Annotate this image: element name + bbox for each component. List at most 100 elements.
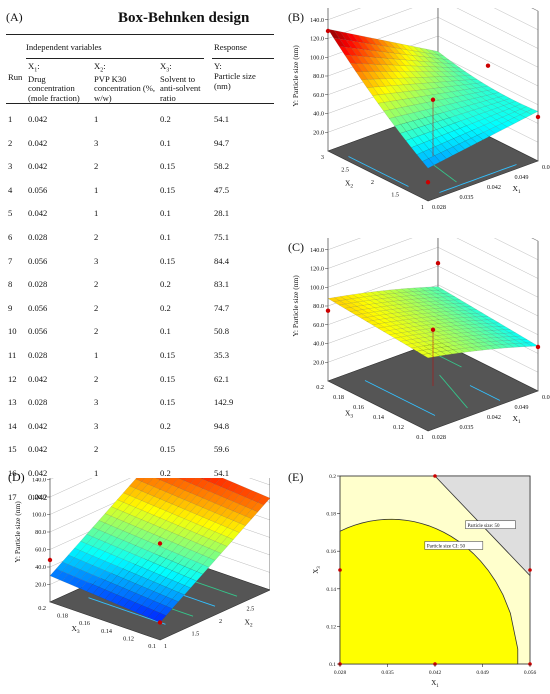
cell-x3: 0.15 <box>160 350 176 360</box>
surface-facet <box>449 102 463 110</box>
u-tick-label: 0.1 <box>416 434 424 441</box>
surface-facet <box>80 543 94 554</box>
design-point <box>425 180 431 185</box>
z-tick-label: 120.0 <box>32 494 46 501</box>
cell-x2: 1 <box>94 114 99 124</box>
cell-x3: 0.2 <box>160 279 171 290</box>
surface-facet <box>439 311 453 316</box>
u-tick-label: 0.14 <box>101 628 112 635</box>
surface-facet <box>409 77 423 85</box>
surface-facet <box>80 572 94 583</box>
surface-facet <box>434 304 448 309</box>
cell-x2: 1 <box>94 468 99 478</box>
z-tick-label: 20.0 <box>35 582 46 589</box>
design-point <box>433 474 437 478</box>
surface-facet <box>374 57 388 66</box>
surface-facet <box>471 135 484 144</box>
v-tick-label: 2 <box>219 618 222 625</box>
surface-facet <box>399 131 413 141</box>
surface-facet <box>98 532 112 543</box>
cell-y: 54.1 <box>214 468 230 478</box>
label-particle-size-ci-box <box>424 541 484 550</box>
u-tick-label: 0.2 <box>38 605 46 612</box>
cell-x2: 1 <box>94 350 99 360</box>
cell-run: 11 <box>8 350 17 360</box>
z-tick-label: 80.0 <box>313 73 324 80</box>
surface-facet <box>507 343 521 348</box>
surface-facet <box>345 294 359 299</box>
surface-facet <box>480 90 494 96</box>
surface-facet <box>110 575 124 586</box>
u-tick-label: 3 <box>321 154 324 161</box>
surface-facet <box>362 308 375 314</box>
z-tick-label: 20.0 <box>313 129 324 136</box>
x-tick-label: 0.035 <box>381 670 394 676</box>
cell-run: 3 <box>8 161 13 172</box>
cell-x3: 0.15 <box>160 444 176 455</box>
cell-y: 142.9 <box>214 397 234 408</box>
u-tick-label: 0.1 <box>148 643 156 650</box>
surface-facet <box>464 75 478 80</box>
cell-y: 28.1 <box>214 208 230 219</box>
cell-x2: 2 <box>94 444 99 455</box>
surface-facet <box>445 310 459 315</box>
panel-label-a: (A) <box>6 10 23 24</box>
y-desc: Particle size (nm) <box>214 70 256 91</box>
col-x3-header: X3: Solvent to anti-solvent ratio <box>160 61 201 104</box>
cell-y: 74.7 <box>214 302 230 313</box>
cell-x1: 0.042 <box>28 114 48 124</box>
surface-facet <box>135 547 149 558</box>
cell-run: 17 <box>8 491 17 502</box>
cell-x1: 0.042 <box>28 420 48 431</box>
v-axis-title: X1 <box>513 414 521 425</box>
surface-facet <box>460 336 473 341</box>
cell-x2: 3 <box>94 397 99 408</box>
surface-facet <box>68 566 81 577</box>
v-tick-label: 0.042 <box>487 184 501 191</box>
y-tick-label: 0.2 <box>329 474 336 480</box>
surface-facet <box>165 560 179 571</box>
cell-y: 58.2 <box>214 161 230 172</box>
surface-facet <box>196 564 210 575</box>
cell-x3: 0.15 <box>160 184 176 195</box>
x2-var: X <box>94 61 101 71</box>
cell-y: 47.5 <box>214 184 230 195</box>
cell-x2: 3 <box>94 137 99 148</box>
surface-facet <box>372 94 385 104</box>
cell-x2: 2 <box>94 161 99 172</box>
design-space-region <box>339 518 519 665</box>
cell-run: 13 <box>8 397 17 408</box>
cell-x2: 2 <box>94 232 99 242</box>
surface-facet <box>489 341 503 346</box>
surface-facet <box>98 579 112 590</box>
surface-facet <box>471 342 485 347</box>
cell-run: 4 <box>8 184 13 195</box>
surface-facet <box>514 103 528 110</box>
cell-x1: 0.028 <box>28 279 48 290</box>
cell-x2: 2 <box>94 326 99 337</box>
x2-sub: 2 <box>100 67 104 74</box>
surface-facet <box>373 315 386 320</box>
surface-facet <box>361 79 374 88</box>
cell-run: 6 <box>8 232 13 242</box>
cell-y: 59.6 <box>214 444 230 455</box>
cell-run: 8 <box>8 279 13 290</box>
surface-facet <box>459 125 473 134</box>
v-axis-title: X2 <box>245 618 253 629</box>
cell-x1: 0.042 <box>28 444 48 455</box>
surface-facet <box>396 91 409 100</box>
cell-y: 62.1 <box>214 373 230 384</box>
surface-facet <box>135 566 149 577</box>
surface-facet <box>434 351 447 356</box>
surface-facet <box>110 547 124 557</box>
surface-facet <box>80 562 94 573</box>
cell-run: 15 <box>8 444 17 455</box>
x-axis-title: X1 <box>431 679 439 689</box>
surface-facet <box>68 576 81 587</box>
surface-facet <box>110 556 124 567</box>
cell-x1: 0.056 <box>28 255 48 266</box>
surface-facet <box>477 132 490 140</box>
surface-facet <box>464 137 478 147</box>
v-tick-label: 0.035 <box>460 194 474 201</box>
